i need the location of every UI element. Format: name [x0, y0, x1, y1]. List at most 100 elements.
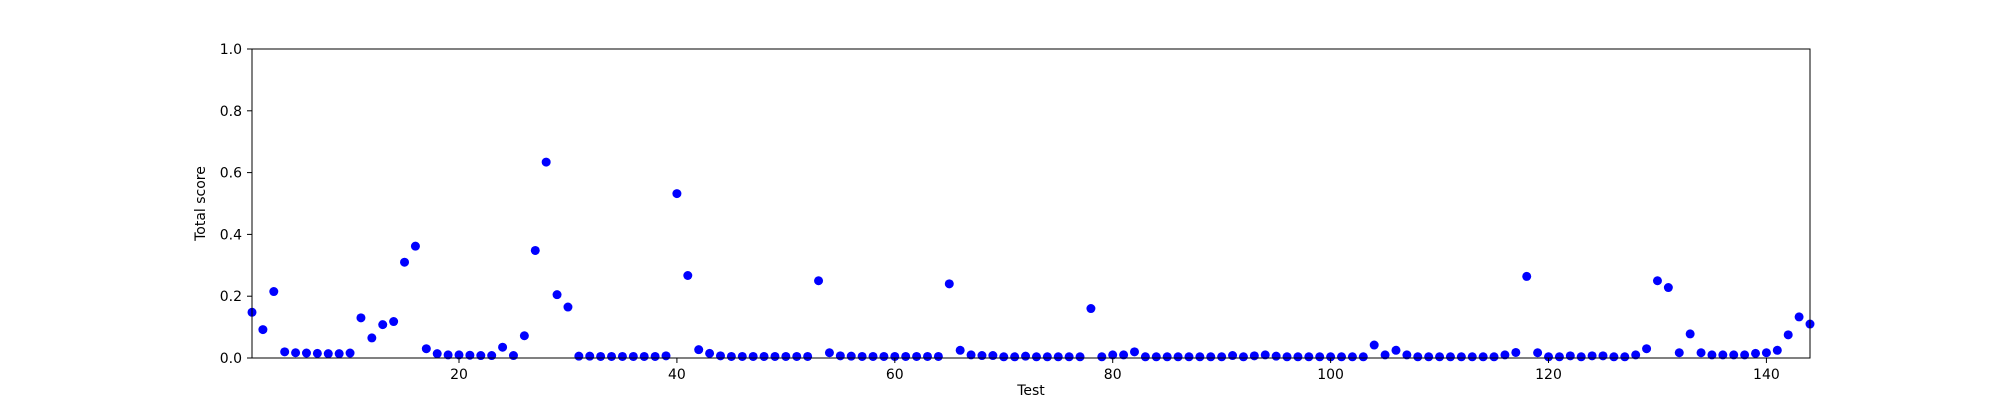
data-point — [803, 351, 813, 361]
data-point — [269, 287, 279, 297]
data-point — [1620, 352, 1630, 362]
data-point — [552, 290, 562, 300]
data-point — [1751, 348, 1761, 358]
data-point — [1238, 352, 1248, 362]
data-point — [955, 345, 965, 355]
data-point — [1587, 351, 1597, 361]
data-point — [901, 351, 911, 361]
y-tick-label: 0.4 — [220, 227, 242, 243]
data-point — [1293, 352, 1303, 362]
data-point — [323, 349, 333, 359]
data-point — [1053, 352, 1063, 362]
data-point — [1598, 351, 1608, 361]
data-point — [1772, 345, 1782, 355]
data-point — [476, 351, 486, 361]
data-point — [1031, 352, 1041, 362]
data-point — [1511, 347, 1521, 357]
data-point — [835, 351, 845, 361]
data-point — [1249, 351, 1259, 361]
data-point — [541, 157, 551, 167]
data-point — [879, 351, 889, 361]
data-point — [1097, 352, 1107, 362]
data-point — [1783, 330, 1793, 340]
data-point — [574, 351, 584, 361]
data-point — [487, 351, 497, 361]
data-point — [846, 351, 856, 361]
data-point — [715, 351, 725, 361]
data-point — [672, 189, 682, 199]
data-point — [1631, 350, 1641, 360]
data-point — [923, 351, 932, 361]
data-point — [1740, 350, 1750, 360]
x-tick-label: 120 — [1535, 367, 1562, 383]
data-point — [1184, 352, 1194, 362]
data-point — [1347, 352, 1357, 362]
data-point — [1140, 352, 1150, 362]
data-point — [726, 351, 736, 361]
data-point — [443, 350, 453, 360]
data-point — [977, 351, 987, 361]
data-point — [421, 344, 431, 354]
data-point — [356, 313, 366, 323]
data-point — [966, 350, 976, 360]
x-tick-label: 40 — [668, 367, 686, 383]
y-tick-label: 1.0 — [220, 42, 242, 58]
data-point — [1195, 352, 1205, 362]
data-point — [1533, 348, 1543, 358]
data-point — [1119, 350, 1129, 360]
data-point — [1674, 348, 1684, 358]
data-point — [999, 352, 1009, 362]
data-points — [247, 157, 1815, 362]
data-point — [1282, 352, 1292, 362]
data-point — [301, 348, 311, 358]
data-point — [585, 351, 595, 361]
data-point — [683, 271, 693, 280]
data-point — [1652, 276, 1662, 286]
data-point — [912, 351, 922, 361]
y-tick-label: 0.6 — [220, 166, 242, 182]
data-point — [1402, 350, 1412, 360]
data-point — [1794, 312, 1804, 322]
data-point — [1435, 352, 1445, 362]
data-point — [1467, 352, 1477, 362]
data-point — [944, 279, 954, 289]
x-tick-label: 80 — [1104, 367, 1122, 383]
data-point — [291, 348, 301, 358]
x-tick-label: 140 — [1753, 367, 1780, 383]
data-point — [1358, 352, 1368, 362]
data-point — [1729, 350, 1739, 360]
data-point — [1151, 352, 1161, 362]
y-tick-label: 0.0 — [220, 351, 242, 367]
data-point — [1576, 352, 1586, 362]
data-point — [378, 320, 388, 330]
data-point — [1642, 344, 1652, 354]
y-axis: 0.0 0.2 0.4 0.6 0.8 1.0 — [220, 42, 252, 367]
data-point — [694, 345, 704, 355]
data-point — [508, 351, 518, 361]
data-point — [1696, 348, 1706, 358]
x-axis: 20 40 60 80 100 120 140 — [450, 358, 1780, 383]
data-point — [1522, 271, 1532, 281]
data-point — [1010, 352, 1020, 362]
data-point — [781, 351, 791, 361]
y-tick-label: 0.2 — [220, 289, 242, 305]
data-point — [857, 351, 867, 361]
data-point — [759, 351, 769, 361]
data-point — [1260, 350, 1270, 360]
data-point — [1369, 340, 1379, 350]
data-point — [1761, 348, 1771, 358]
data-point — [1130, 347, 1139, 357]
data-point — [1707, 350, 1717, 360]
y-tick-label: 0.8 — [220, 104, 242, 120]
data-point — [1544, 352, 1554, 362]
data-point — [1315, 352, 1325, 362]
data-point — [890, 351, 900, 361]
data-point — [389, 317, 399, 327]
data-point — [519, 331, 529, 341]
data-point — [868, 351, 878, 361]
data-point — [1663, 283, 1673, 293]
data-point — [1718, 350, 1728, 360]
data-point — [1565, 351, 1575, 361]
x-tick-label: 100 — [1317, 367, 1344, 383]
data-point — [628, 351, 638, 361]
